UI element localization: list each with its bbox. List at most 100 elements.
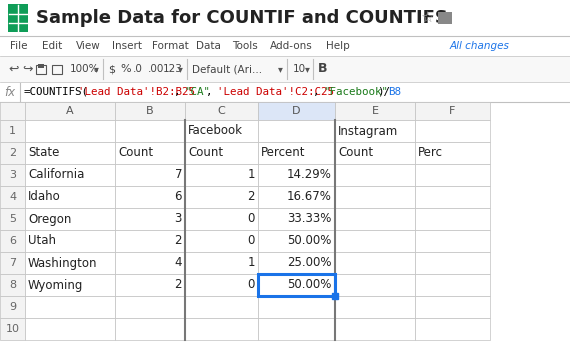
Text: 8: 8	[9, 280, 16, 290]
Text: Perc: Perc	[418, 147, 443, 160]
Bar	[335, 318, 415, 340]
Bar	[25, 318, 115, 340]
Bar	[0, 186, 25, 208]
Text: 0: 0	[247, 235, 255, 248]
Bar	[335, 142, 415, 164]
Text: File: File	[10, 41, 27, 51]
Text: ,: ,	[206, 87, 219, 97]
Bar	[0, 318, 25, 340]
Bar	[0, 142, 25, 164]
Text: Default (Ari...: Default (Ari...	[192, 64, 262, 74]
Bar	[258, 274, 335, 296]
Bar	[415, 186, 490, 208]
Text: 16.67%: 16.67%	[287, 191, 332, 204]
Text: All changes: All changes	[450, 41, 510, 51]
Bar	[258, 102, 335, 120]
Bar	[185, 318, 258, 340]
Text: ▾: ▾	[94, 64, 99, 74]
Bar	[438, 12, 452, 24]
Text: ,: ,	[313, 87, 326, 97]
Text: .0: .0	[133, 64, 143, 74]
Bar	[335, 208, 415, 230]
Bar	[115, 318, 185, 340]
Bar	[185, 252, 258, 274]
Text: Oregon: Oregon	[28, 213, 71, 226]
Text: Tools: Tools	[232, 41, 258, 51]
Bar	[115, 296, 185, 318]
Bar	[185, 296, 258, 318]
Text: =COUNTIFS(: =COUNTIFS(	[24, 87, 89, 97]
Text: 9: 9	[9, 302, 16, 312]
Text: 1: 1	[247, 169, 255, 182]
Bar	[335, 120, 415, 142]
Text: B: B	[318, 62, 328, 75]
Bar	[25, 142, 115, 164]
Bar	[185, 120, 258, 142]
Text: %: %	[120, 64, 131, 74]
Text: 2: 2	[174, 235, 182, 248]
Bar	[0, 296, 25, 318]
Bar	[415, 102, 490, 120]
Text: Insert: Insert	[112, 41, 142, 51]
Bar	[415, 252, 490, 274]
Text: Washington: Washington	[28, 257, 97, 270]
Bar	[185, 274, 258, 296]
Bar	[115, 230, 185, 252]
Bar	[36, 65, 46, 74]
Text: ▾: ▾	[278, 64, 283, 74]
Bar	[415, 208, 490, 230]
Bar	[0, 252, 25, 274]
Text: 50.00%: 50.00%	[288, 278, 332, 291]
Text: 4: 4	[174, 257, 182, 270]
Text: Percent: Percent	[261, 147, 306, 160]
Text: "CA": "CA"	[185, 87, 210, 97]
Text: Help: Help	[326, 41, 350, 51]
Bar	[52, 65, 62, 74]
Text: ▾: ▾	[305, 64, 310, 74]
Bar	[415, 274, 490, 296]
Text: 0: 0	[247, 278, 255, 291]
Text: 3: 3	[9, 170, 16, 180]
Bar	[335, 186, 415, 208]
Bar	[0, 164, 25, 186]
Text: 1: 1	[247, 257, 255, 270]
Bar	[415, 296, 490, 318]
Text: 10: 10	[293, 64, 306, 74]
Text: 7: 7	[9, 258, 16, 268]
Bar	[115, 164, 185, 186]
Text: Count: Count	[338, 147, 373, 160]
Text: 7: 7	[174, 169, 182, 182]
Text: Sample Data for COUNTIF and COUNTIFS: Sample Data for COUNTIF and COUNTIFS	[36, 9, 448, 27]
Text: ↪: ↪	[22, 62, 32, 75]
Bar	[0, 102, 25, 120]
Bar	[415, 142, 490, 164]
Bar	[258, 142, 335, 164]
Text: Add-ons: Add-ons	[270, 41, 313, 51]
Bar	[185, 208, 258, 230]
Text: 100%: 100%	[70, 64, 100, 74]
Bar	[25, 230, 115, 252]
Text: D: D	[292, 106, 301, 116]
Text: B8: B8	[388, 87, 401, 97]
Text: "Facebook": "Facebook"	[324, 87, 389, 97]
Text: )/: )/	[377, 87, 390, 97]
Text: 2: 2	[9, 148, 16, 158]
Bar	[185, 230, 258, 252]
Bar	[25, 208, 115, 230]
Text: California: California	[28, 169, 84, 182]
Bar	[38, 64, 44, 68]
Text: State: State	[28, 147, 59, 160]
Text: 2: 2	[174, 278, 182, 291]
Text: 1: 1	[9, 126, 16, 136]
Bar	[258, 164, 335, 186]
Bar	[0, 274, 25, 296]
Bar	[415, 230, 490, 252]
Bar	[115, 120, 185, 142]
Bar	[115, 142, 185, 164]
Text: 3: 3	[174, 213, 182, 226]
Bar	[415, 120, 490, 142]
Bar	[258, 120, 335, 142]
Text: $: $	[108, 64, 115, 74]
Text: 10: 10	[6, 324, 19, 334]
Bar	[115, 208, 185, 230]
